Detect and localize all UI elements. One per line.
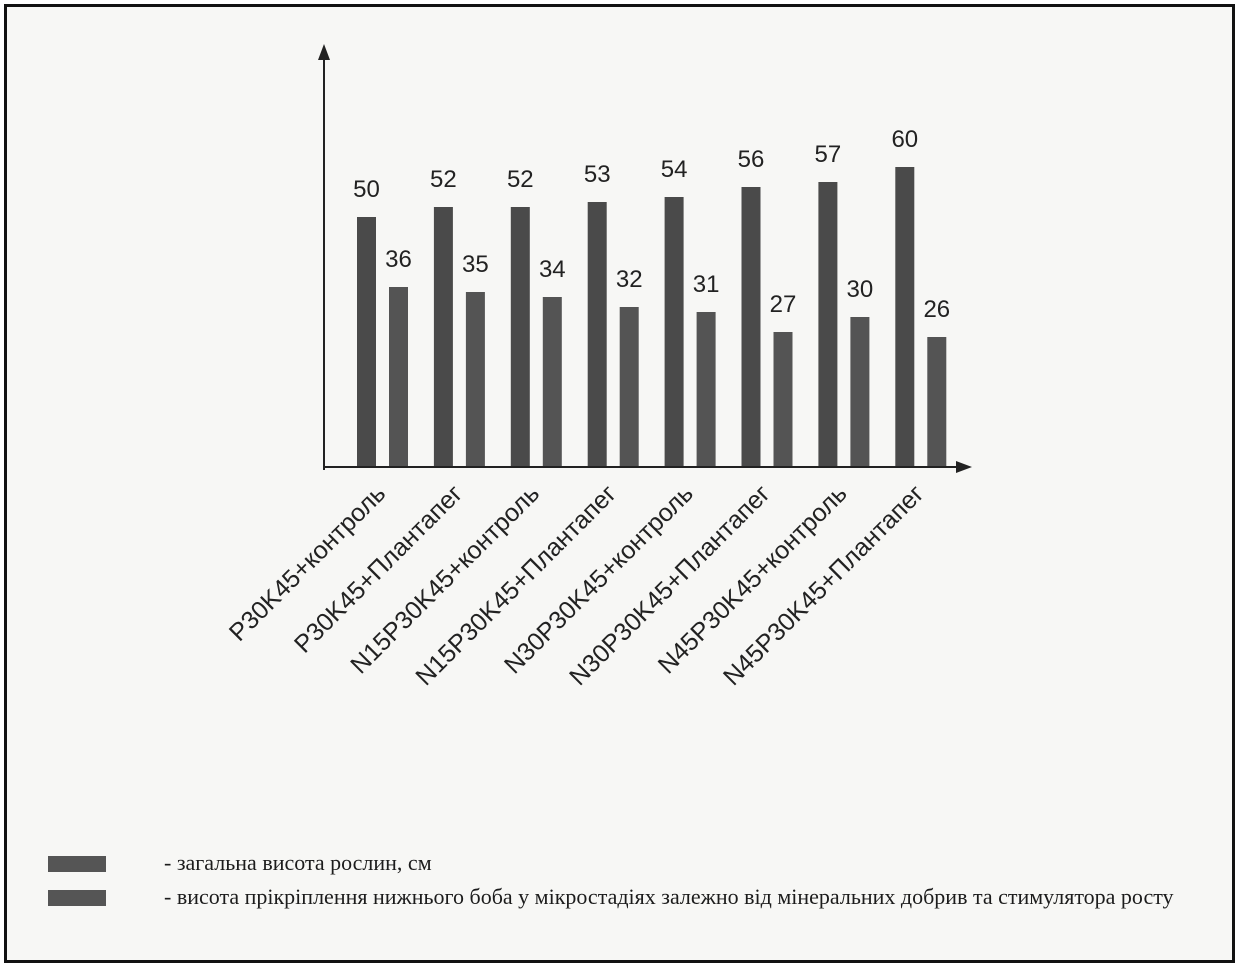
value-label-s1-c6: 56 (738, 146, 765, 173)
legend-label-pod-attachment-height: - висота прікріплення нижнього боба у мі… (164, 884, 1174, 909)
bar-s2-c8 (927, 337, 947, 467)
bar-s1-c5 (664, 197, 684, 467)
legend-label-total-height: - загальна висота рослин, см (164, 850, 432, 875)
bar-s2-c1 (389, 287, 408, 467)
bar-s1-c1 (357, 217, 376, 467)
value-label-s2-c3: 34 (539, 256, 566, 283)
legend-swatch-pod-attachment-height (48, 890, 106, 906)
legend-item-pod-attachment-height: - висота прікріплення нижнього боба у мі… (48, 882, 1198, 912)
y-axis-arrow-icon (318, 44, 330, 60)
bar-s1-c6 (741, 187, 761, 467)
chart-frame (4, 4, 1235, 963)
bar-s2-c3 (542, 297, 562, 467)
legend: - загальна висота рослин, см - висота пр… (48, 848, 1198, 916)
bar-s2-c5 (696, 312, 716, 467)
value-label-s1-c1: 50 (353, 176, 380, 203)
value-label-s2-c7: 30 (847, 276, 874, 303)
value-label-s1-c5: 54 (661, 156, 688, 183)
value-label-s1-c7: 57 (815, 141, 842, 168)
bar-s1-c8 (895, 167, 915, 467)
value-label-s2-c6: 27 (770, 291, 797, 318)
x-axis-arrow-icon (956, 461, 972, 473)
bar-s2-c2 (465, 292, 485, 467)
bar-s2-c6 (773, 332, 793, 467)
value-label-s1-c2: 52 (430, 166, 457, 193)
legend-item-total-height: - загальна висота рослин, см (48, 848, 1198, 878)
bars-group (357, 167, 947, 467)
legend-swatch-total-height (48, 856, 106, 872)
bar-s1-c3 (510, 207, 530, 467)
value-label-s2-c2: 35 (462, 251, 489, 278)
category-labels-group: P30K45+контрольP30K45+ПлантапегN15P30K45… (224, 479, 930, 691)
bar-s1-c2 (433, 207, 453, 467)
bar-s2-c7 (850, 317, 870, 467)
value-label-s2-c5: 31 (693, 271, 720, 298)
bar-s1-c7 (818, 182, 838, 467)
value-label-s2-c8: 26 (923, 296, 950, 323)
value-label-s1-c8: 60 (891, 126, 918, 153)
value-label-s2-c4: 32 (616, 266, 643, 293)
bar-s2-c4 (619, 307, 639, 467)
value-label-s2-c1: 36 (385, 246, 412, 273)
bar-s1-c4 (587, 202, 607, 467)
value-label-s1-c3: 52 (507, 166, 534, 193)
value-labels-group: 50 52 52 53 54 56 57 60 36 35 34 32 31 27 30 26 (353, 126, 950, 323)
value-label-s1-c4: 53 (584, 161, 611, 188)
